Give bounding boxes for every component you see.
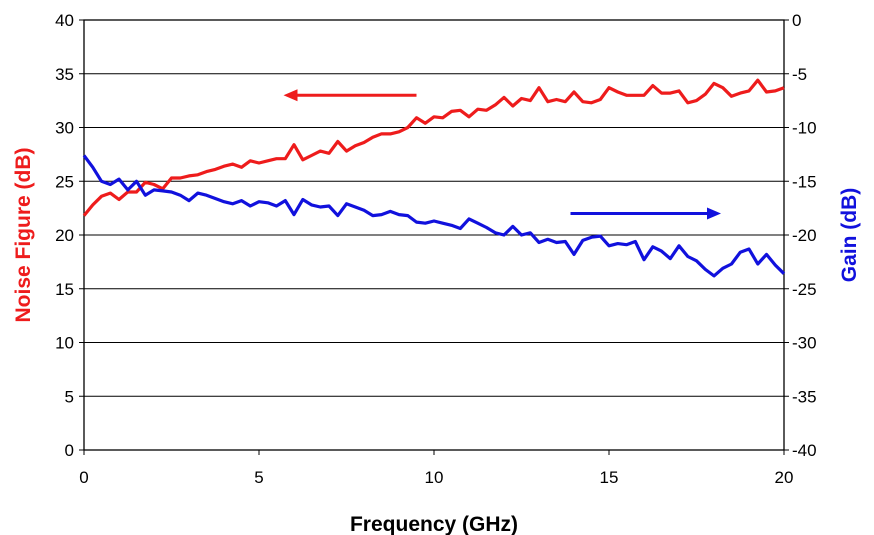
gridlines <box>84 73 784 397</box>
right-tick-label: -20 <box>792 226 817 245</box>
right-tick-label: 0 <box>792 11 801 30</box>
right-tick-label: -35 <box>792 387 817 406</box>
left-tick-label: 40 <box>55 11 74 30</box>
left-tick-label: 30 <box>55 119 74 138</box>
series-layer <box>82 78 786 278</box>
right-tick-label: -10 <box>792 119 817 138</box>
gain-series-line <box>82 154 786 278</box>
right-tick-label: -30 <box>792 334 817 353</box>
left-tick-label: 15 <box>55 280 74 299</box>
left-tick-label: 25 <box>55 172 74 191</box>
left-tick-label: 10 <box>55 334 74 353</box>
noise-figure-series-line <box>82 78 785 217</box>
annotation-arrows <box>283 89 721 220</box>
left-tick-label: 5 <box>65 387 74 406</box>
x-tick-label: 20 <box>775 468 794 487</box>
right-tick-label: -40 <box>792 441 817 460</box>
x-axis-ticks: 0 5 10 15 20 <box>79 450 793 487</box>
right-y-axis-title: Gain (dB) <box>838 188 861 283</box>
x-tick-label: 5 <box>254 468 263 487</box>
x-tick-label: 10 <box>425 468 444 487</box>
arrow-left-head <box>283 89 298 102</box>
left-y-axis-ticks: 0 5 10 15 20 25 30 35 40 <box>55 11 84 460</box>
x-tick-label: 0 <box>79 468 88 487</box>
x-axis-title: Frequency (GHz) <box>350 513 518 535</box>
right-tick-label: -25 <box>792 280 817 299</box>
left-tick-label: 35 <box>55 65 74 84</box>
left-y-axis-title: Noise Figure (dB) <box>12 147 35 322</box>
right-tick-label: -15 <box>792 172 817 191</box>
left-tick-label: 0 <box>65 441 74 460</box>
left-tick-label: 20 <box>55 226 74 245</box>
x-tick-label: 15 <box>600 468 619 487</box>
arrow-right-head <box>707 207 721 220</box>
right-y-axis-ticks: -40 -35 -30 -25 -20 -15 -10 -5 0 <box>784 11 817 460</box>
right-tick-label: -5 <box>792 65 807 84</box>
